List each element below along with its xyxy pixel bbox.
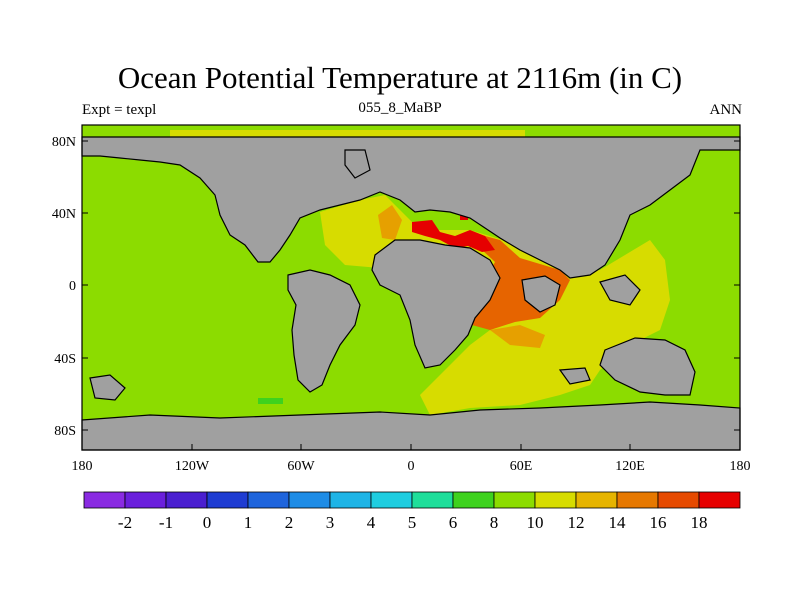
map-panel bbox=[81, 124, 741, 451]
experiment-label: Expt = texpl bbox=[82, 102, 157, 118]
x-tick-label: 180 bbox=[730, 459, 751, 474]
x-tick-label: 120E bbox=[615, 459, 645, 474]
y-tick-label: 80N bbox=[52, 135, 76, 150]
legend-swatch bbox=[206, 491, 249, 509]
warm-region-red bbox=[412, 220, 495, 252]
legend-swatch bbox=[534, 491, 577, 509]
legend-label: 14 bbox=[609, 513, 627, 532]
y-tick-label: 0 bbox=[69, 279, 76, 294]
legend-label: 18 bbox=[691, 513, 708, 532]
land-north bbox=[81, 136, 741, 279]
y-axis bbox=[82, 140, 740, 431]
y-tick-label: 40S bbox=[54, 352, 76, 367]
legend-swatch bbox=[124, 491, 167, 509]
legend-swatch bbox=[288, 491, 331, 509]
legend-label: 16 bbox=[650, 513, 667, 532]
land-masses bbox=[81, 136, 741, 451]
cool-patch bbox=[258, 398, 283, 404]
arctic-yellow-strip bbox=[170, 130, 525, 137]
y-tick-label: 40N bbox=[52, 207, 76, 222]
legend-swatch bbox=[165, 491, 208, 509]
legend-label: 1 bbox=[244, 513, 253, 532]
legend-swatch bbox=[452, 491, 495, 509]
legend-label: 8 bbox=[490, 513, 499, 532]
legend-label: 6 bbox=[449, 513, 458, 532]
legend-swatch bbox=[370, 491, 413, 509]
land-pacific-island bbox=[89, 374, 126, 401]
legend-label: -1 bbox=[159, 513, 173, 532]
plot-title: Ocean Potential Temperature at 2116m (in… bbox=[117, 60, 683, 95]
legend-swatch bbox=[616, 491, 659, 509]
legend-swatch bbox=[657, 491, 700, 509]
land-india bbox=[521, 275, 561, 313]
x-axis bbox=[81, 444, 741, 450]
legend-swatch bbox=[329, 491, 372, 509]
land-new-guinea bbox=[558, 367, 591, 385]
land-greenland bbox=[344, 149, 371, 179]
legend-label: 5 bbox=[408, 513, 417, 532]
legend-swatch bbox=[247, 491, 290, 509]
legend-label: 4 bbox=[367, 513, 376, 532]
legend-label: 2 bbox=[285, 513, 294, 532]
y-tick-label: 80S bbox=[54, 424, 76, 439]
land-australia bbox=[599, 337, 696, 396]
land-south-america bbox=[287, 269, 361, 393]
legend-swatch bbox=[493, 491, 536, 509]
legend-swatch bbox=[698, 491, 741, 509]
legend-labels: -2 -1 0 1 2 3 4 5 6 8 10 12 14 16 18 bbox=[118, 513, 708, 532]
legend-label: 0 bbox=[203, 513, 212, 532]
legend-swatch bbox=[411, 491, 454, 509]
legend-label: 12 bbox=[568, 513, 585, 532]
color-legend bbox=[83, 491, 741, 509]
x-tick-label: 180 bbox=[72, 459, 93, 474]
x-tick-label: 60E bbox=[510, 459, 533, 474]
period-label: 055_8_MaBP bbox=[358, 100, 442, 116]
warm-region-amber bbox=[378, 205, 402, 240]
legend-label: 3 bbox=[326, 513, 335, 532]
legend-label: -2 bbox=[118, 513, 132, 532]
legend-swatch bbox=[575, 491, 618, 509]
x-tick-label: 60W bbox=[287, 459, 315, 474]
x-tick-label: 120W bbox=[175, 459, 210, 474]
legend-swatch bbox=[83, 491, 126, 509]
season-label: ANN bbox=[709, 102, 743, 118]
legend-label: 10 bbox=[527, 513, 544, 532]
warm-region-amber-2 bbox=[490, 325, 545, 348]
land-africa bbox=[371, 239, 501, 369]
land-southeast-asia bbox=[599, 274, 641, 306]
x-tick-label: 0 bbox=[408, 459, 415, 474]
